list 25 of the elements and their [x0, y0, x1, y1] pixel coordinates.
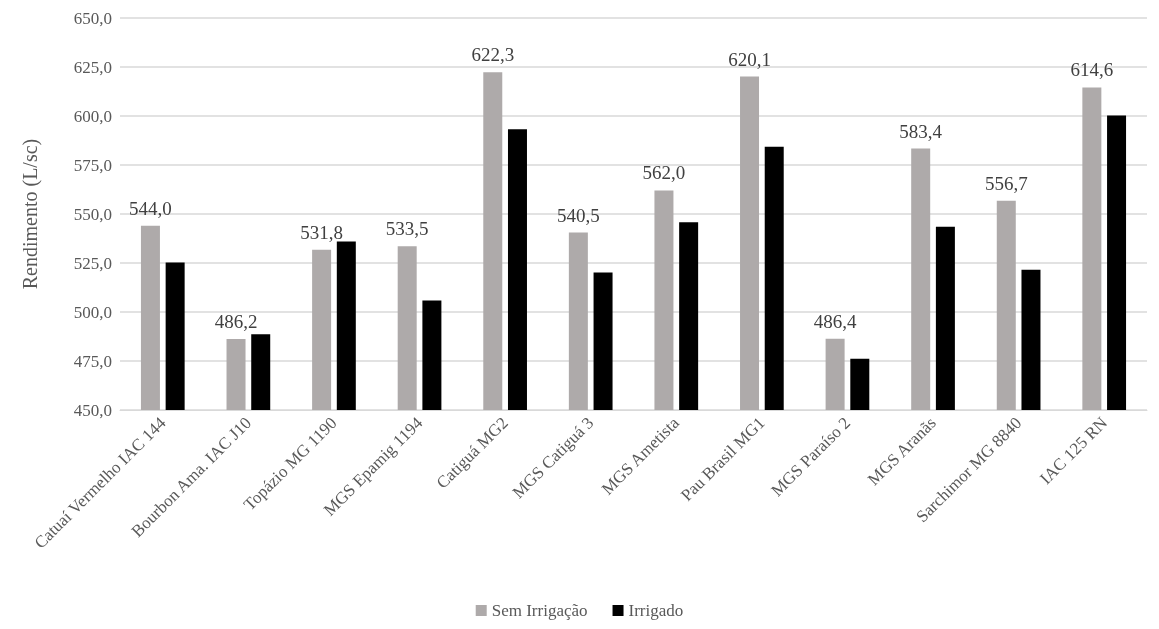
- y-tick-label: 600,0: [73, 106, 112, 126]
- data-label: 620,1: [728, 48, 771, 70]
- data-label: 486,2: [214, 311, 258, 333]
- y-tick-label: 450,0: [73, 400, 112, 420]
- y-tick-label: 625,0: [73, 57, 112, 77]
- y-tick-label: 575,0: [73, 155, 112, 175]
- data-label: 556,7: [984, 172, 1028, 194]
- y-tick-label: 475,0: [73, 351, 112, 371]
- data-label: 486,4: [813, 310, 857, 332]
- data-label: 583,4: [899, 120, 943, 142]
- y-tick-label: 650,0: [73, 8, 112, 28]
- legend-label: Irrigado: [628, 601, 684, 620]
- data-label: 544,0: [129, 197, 172, 219]
- data-label: 614,6: [1070, 59, 1114, 81]
- y-tick-label: 550,0: [73, 204, 112, 224]
- data-label: 562,0: [642, 162, 686, 184]
- data-label: 533,5: [385, 218, 429, 240]
- data-label: 531,8: [300, 221, 343, 243]
- legend-label: Sem Irrigação: [491, 601, 588, 620]
- data-label: 540,5: [556, 204, 600, 226]
- data-label: 622,3: [471, 44, 515, 66]
- x-tick-label: IAC 125 RN: [1036, 413, 1111, 489]
- y-tick-label: 500,0: [73, 302, 112, 322]
- y-axis-title: Rendimento (L/sc): [19, 138, 42, 290]
- y-tick-label: 525,0: [73, 253, 112, 273]
